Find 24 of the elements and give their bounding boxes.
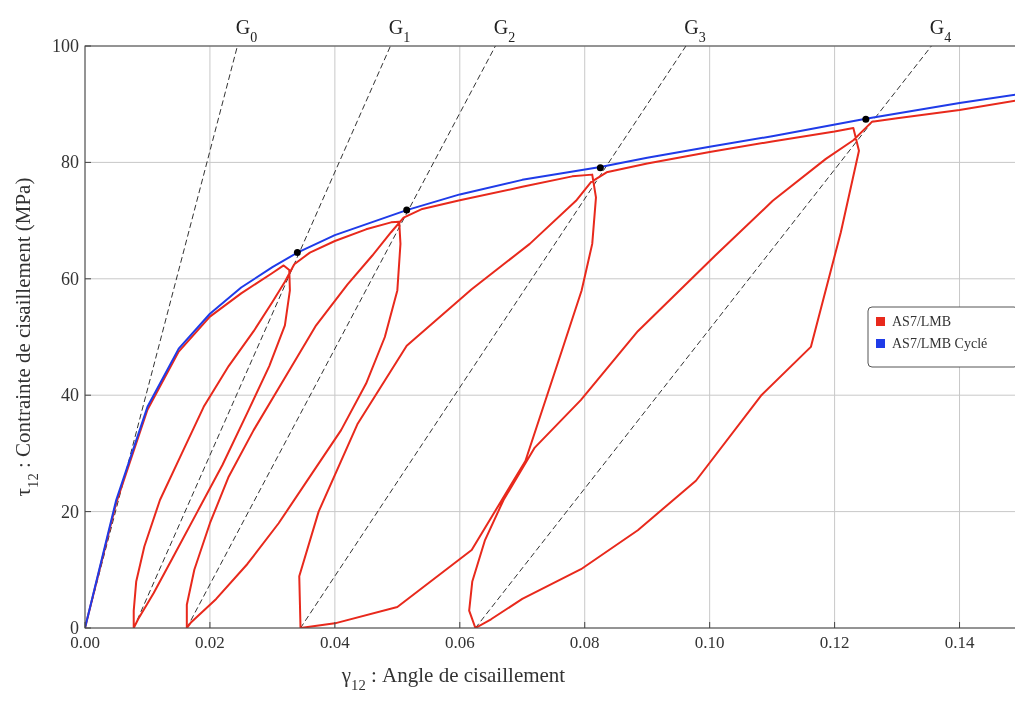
legend-label: AS7/LMB Cyclé [892,336,988,351]
y-tick-label: 100 [52,36,79,56]
x-tick-label: 0.14 [944,633,975,652]
y-tick-label: 80 [61,152,79,173]
annotation: G$_{0}$ [235,16,258,45]
point [596,164,604,172]
y-tick-label: 20 [61,501,79,522]
x-tick-label: 0.10 [694,633,725,652]
point [403,206,411,214]
annotation: G$_{4}$ [929,16,952,45]
x-tick-label: 0.02 [195,633,225,652]
legend-label: AS7/LMB [892,314,952,329]
x-axis-title: γ$_{12}$ : Angle de cisaillement [340,663,566,693]
annotation: G$_{3}$ [684,16,706,45]
y-tick-label: 60 [61,268,79,289]
point [862,115,870,123]
x-tick-label: 0.12 [819,633,850,652]
annotation: G$_{2}$ [493,16,516,45]
y-tick-label: 40 [61,385,79,406]
x-tick-label: 0.04 [319,633,351,652]
annotation: G$_{1}$ [388,16,411,45]
x-tick-label: 0.08 [569,633,600,652]
point [293,249,301,257]
x-tick-label: 0.06 [444,633,475,652]
